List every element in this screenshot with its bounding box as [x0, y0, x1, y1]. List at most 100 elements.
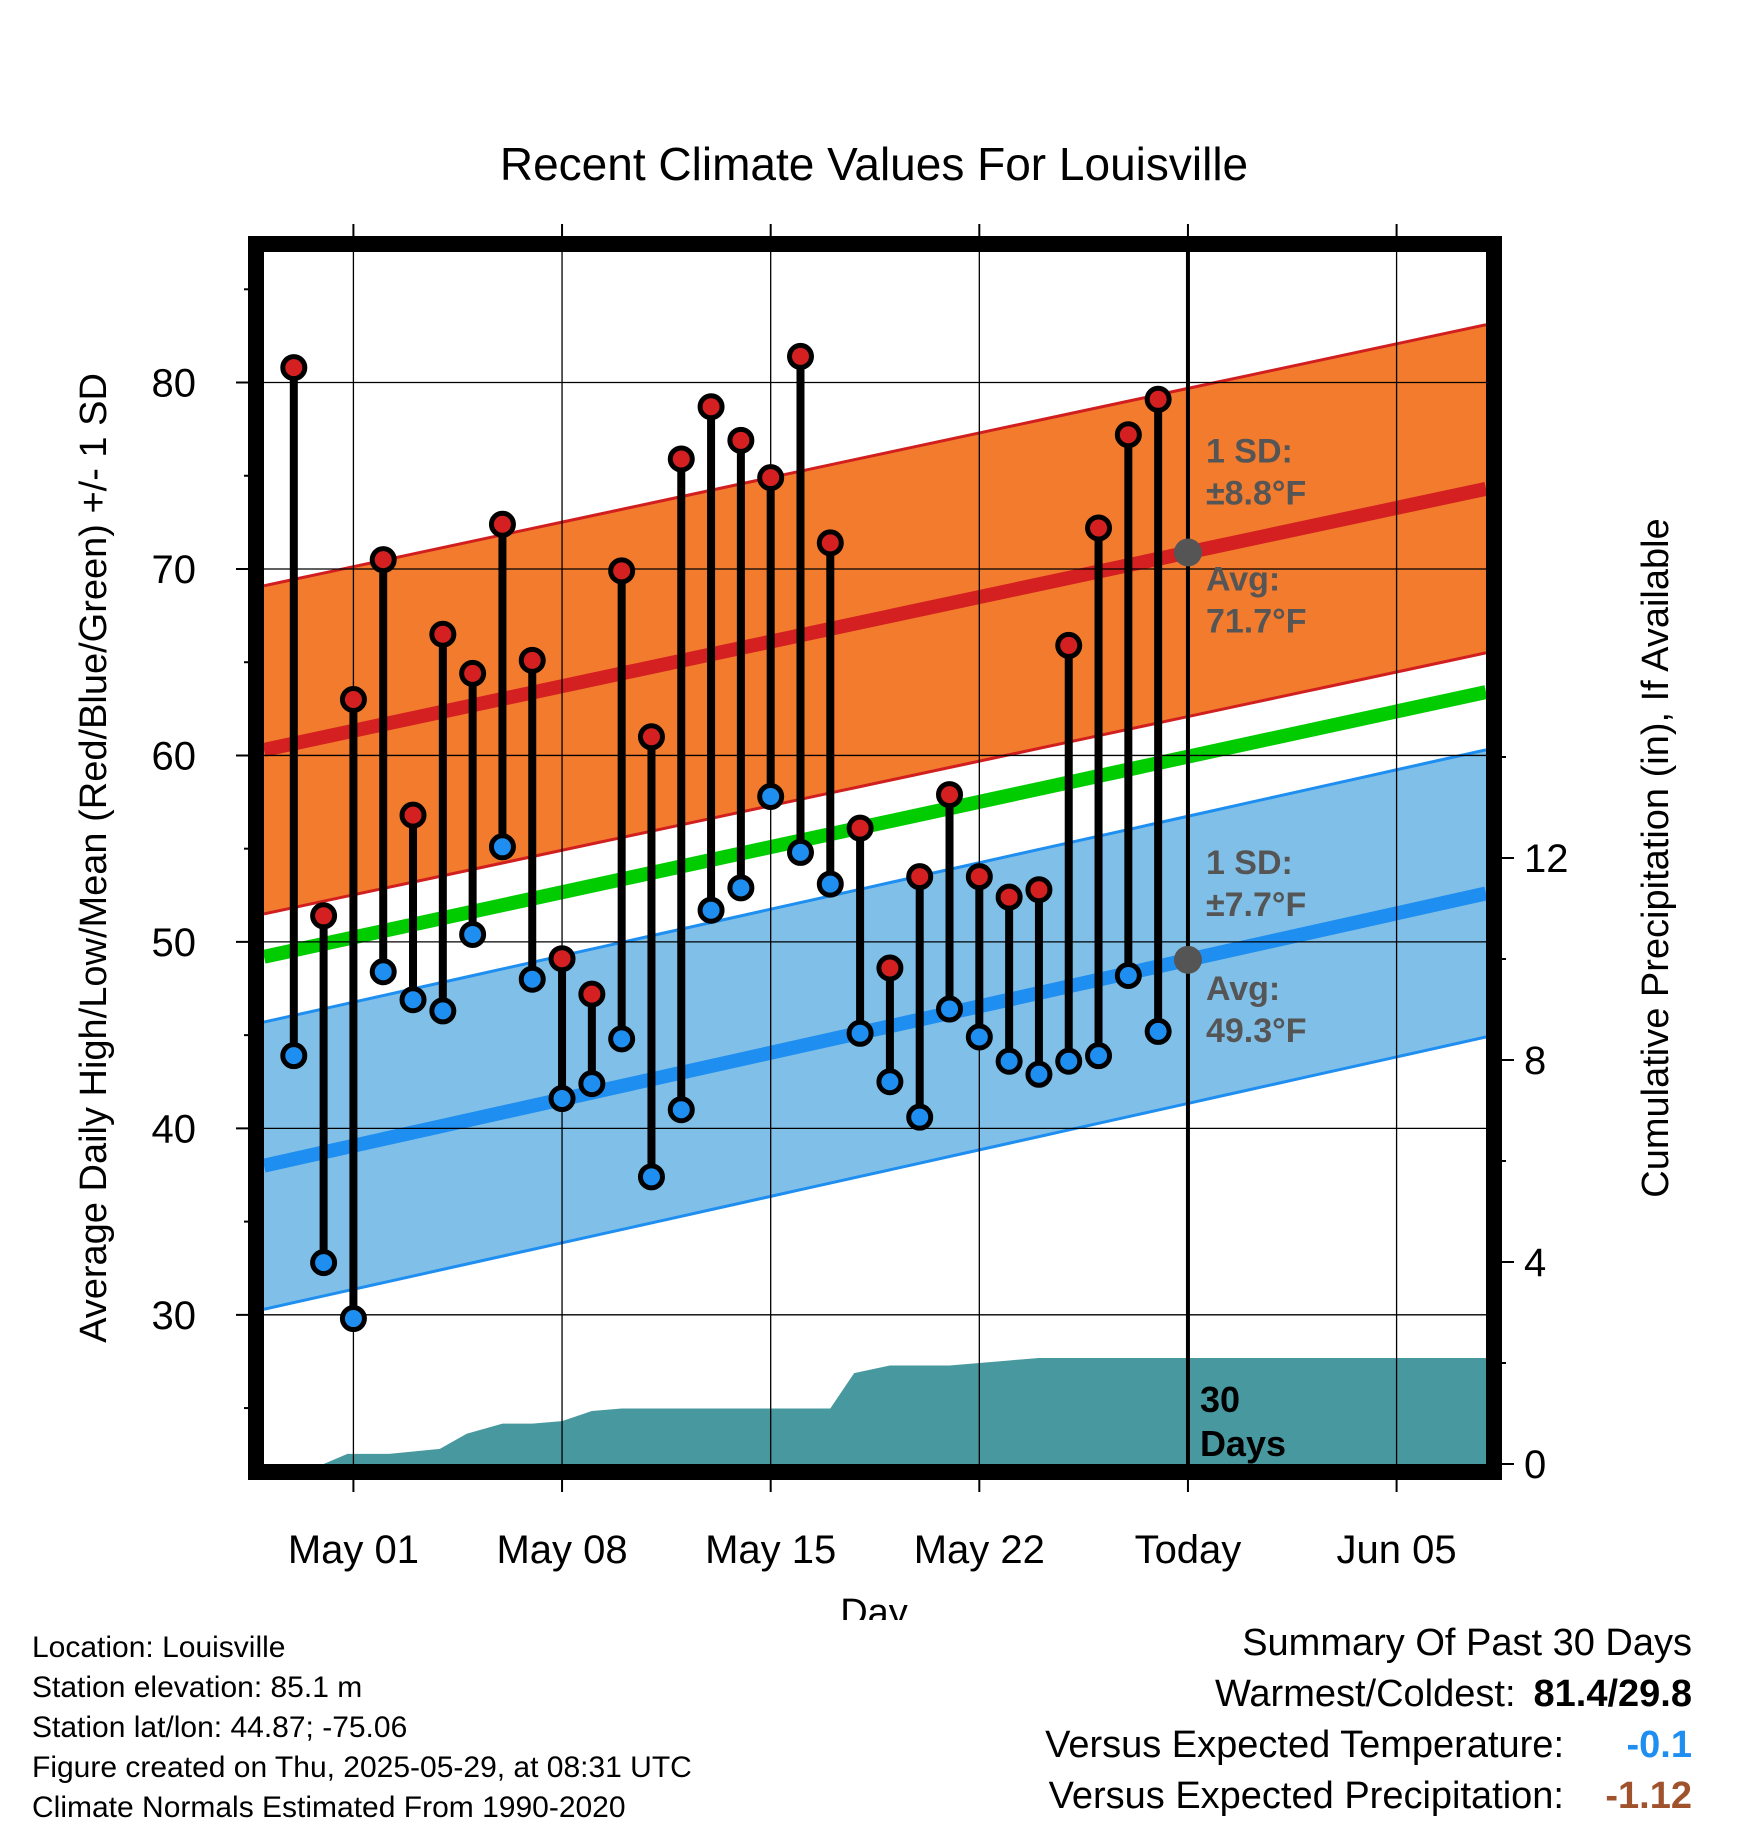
low-point — [1114, 961, 1142, 989]
high-point — [578, 980, 606, 1008]
created-text: Figure created on Thu, 2025-05-29, at 08… — [32, 1751, 692, 1784]
x-tick-label: Today — [1135, 1528, 1242, 1572]
low-point — [757, 782, 785, 810]
station-info: Location: Louisville Station elevation: … — [32, 1628, 692, 1828]
low-point — [965, 1023, 993, 1051]
high-point — [757, 464, 785, 492]
precip-area — [264, 1357, 1486, 1464]
low-point — [1025, 1060, 1053, 1088]
low-avg-label-line-2: 49.3°F — [1206, 1012, 1307, 1050]
low-point — [578, 1070, 606, 1098]
y-tick-label: 80 — [152, 362, 197, 406]
precip-days-label-line-1: 30 — [1200, 1379, 1240, 1420]
y-axis-label: Average Daily High/Low/Mean (Red/Blue/Gr… — [73, 373, 115, 1343]
x-axis-label: Day — [840, 1592, 908, 1620]
elevation-text: Station elevation: 85.1 m — [32, 1671, 363, 1704]
low-point — [548, 1085, 576, 1113]
high-point — [1025, 876, 1053, 904]
low-point — [906, 1103, 934, 1131]
y-tick-label: 40 — [152, 1107, 197, 1151]
low-point — [608, 1025, 636, 1053]
high-point — [965, 863, 993, 891]
high-point — [459, 659, 487, 687]
low-point — [488, 833, 516, 861]
high-band-lower-edge — [264, 651, 1486, 916]
high-point — [429, 620, 457, 648]
high-point — [697, 393, 725, 421]
low-point — [697, 896, 725, 924]
y-tick-label: 50 — [152, 921, 197, 965]
low-point — [280, 1042, 308, 1070]
x-tick-label: May 15 — [705, 1528, 836, 1572]
temp-value: -0.1 — [1626, 1724, 1692, 1766]
normals-text: Climate Normals Estimated From 1990-2020 — [32, 1791, 626, 1824]
low-point — [399, 986, 427, 1014]
low-point — [1144, 1017, 1172, 1045]
warmest-label: Warmest/Coldest: — [1214, 1673, 1516, 1715]
low-point — [876, 1068, 904, 1096]
high-point — [876, 954, 904, 982]
precip-value: -1.12 — [1605, 1775, 1692, 1817]
high-point — [846, 814, 874, 842]
low-point — [995, 1047, 1023, 1075]
summary-temp-row: Versus Expected Temperature: -0.1 — [1045, 1720, 1692, 1771]
chart-title: Recent Climate Values For Louisville — [500, 138, 1248, 190]
normal-high-line — [264, 481, 1486, 757]
y2-tick-label: 8 — [1524, 1039, 1546, 1083]
high-point — [816, 529, 844, 557]
x-tick-label: May 01 — [288, 1528, 419, 1572]
plot-area — [264, 252, 1486, 1464]
low-avg-label-line-1: Avg: — [1206, 970, 1280, 1008]
high-point — [608, 557, 636, 585]
x-tick-label: Jun 05 — [1337, 1528, 1457, 1572]
high-point — [518, 646, 546, 674]
y-tick-label: 30 — [152, 1294, 197, 1338]
high-avg-label-line-2: 71.7°F — [1206, 602, 1307, 640]
low-point — [339, 1305, 367, 1333]
y2-tick-label: 12 — [1524, 837, 1569, 881]
high-point — [1144, 385, 1172, 413]
high-point — [1114, 421, 1142, 449]
high-sd-label-line-2: ±8.8°F — [1206, 474, 1306, 512]
high-point — [1085, 514, 1113, 542]
climate-chart: Recent Climate Values For Louisville 1 S… — [73, 138, 1677, 1620]
high-band-upper-edge — [264, 323, 1486, 588]
high-sd-label-line-1: 1 SD: — [1206, 432, 1293, 470]
high-avg-label-line-1: Avg: — [1206, 560, 1280, 598]
low-point — [667, 1096, 695, 1124]
high-point — [369, 546, 397, 574]
summary-precip-row: Versus Expected Precipitation: -1.12 — [1045, 1771, 1692, 1822]
low-point — [310, 1249, 338, 1277]
summary-panel: Summary Of Past 30 Days Warmest/Coldest:… — [1045, 1618, 1692, 1822]
high-point — [488, 510, 516, 538]
y-tick-label: 60 — [152, 734, 197, 778]
low-avg-marker — [1173, 945, 1202, 974]
high-point — [280, 354, 308, 382]
low-point — [429, 997, 457, 1025]
low-point — [846, 1019, 874, 1047]
low-point — [369, 958, 397, 986]
y2-tick-label: 0 — [1524, 1443, 1546, 1487]
high-point — [995, 883, 1023, 911]
y2-axis-label: Cumulative Precipitation (in), If Availa… — [1635, 518, 1677, 1197]
summary-heading: Summary Of Past 30 Days — [1242, 1622, 1692, 1664]
y2-tick-label: 4 — [1524, 1241, 1546, 1285]
latlon-text: Station lat/lon: 44.87; -75.06 — [32, 1711, 408, 1744]
low-point — [816, 870, 844, 898]
location-text: Location: Louisville — [32, 1631, 286, 1664]
low-point — [936, 995, 964, 1023]
low-point — [518, 965, 546, 993]
high-point — [936, 781, 964, 809]
high-avg-marker — [1173, 538, 1202, 567]
warmest-value: 81.4/29.8 — [1533, 1673, 1692, 1715]
precip-label: Versus Expected Precipitation: — [1048, 1775, 1564, 1817]
summary-warmest-row: Warmest/Coldest: 81.4/29.8 — [1045, 1669, 1692, 1720]
high-point — [339, 686, 367, 714]
high-point — [310, 902, 338, 930]
low-band-lower-edge — [264, 1035, 1486, 1311]
low-point — [637, 1163, 665, 1191]
high-point — [399, 801, 427, 829]
low-sd-label-line-2: ±7.7°F — [1206, 886, 1306, 924]
precip-days-label-line-2: Days — [1200, 1423, 1286, 1464]
high-point — [727, 426, 755, 454]
